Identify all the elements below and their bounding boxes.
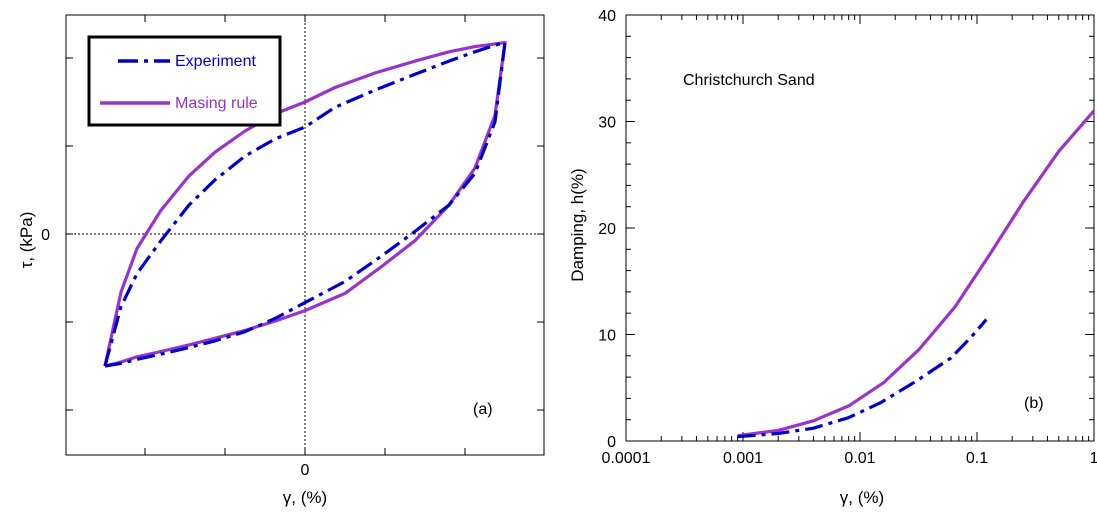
panel-b-ticks	[625, 14, 1094, 442]
legend-box	[87, 35, 282, 127]
legend: Experiment Masing rule	[87, 35, 282, 127]
panel-b-y-tick-label: 40	[598, 8, 616, 25]
panel-b-x-tick-label: 0.01	[844, 450, 875, 467]
panel-a-y-axis-title: τ, (kPa)	[17, 212, 36, 269]
panel-b-y-tick-label: 0	[607, 434, 616, 451]
panel-b-annotation: Christchurch Sand	[683, 72, 815, 89]
hysteresis-series-experiment	[103, 40, 507, 368]
panel-b-y-tick-label: 30	[598, 115, 616, 132]
panel-b-y-tick-label: 20	[598, 221, 616, 238]
panel-b-label: (b)	[1024, 395, 1044, 412]
panel-b-x-axis-title: γ, (%)	[840, 488, 884, 507]
legend-label-experiment: Experiment	[175, 53, 256, 70]
panel-a-x-axis-title: γ, (%)	[283, 488, 327, 507]
panel-a-label: (a)	[473, 401, 493, 418]
panel-b-x-tick-label: 1	[1090, 450, 1097, 467]
hysteresis-series-masing-rule	[103, 40, 507, 368]
panel-a-series	[103, 40, 507, 368]
panel-a-x-tick-label: 0	[301, 462, 310, 479]
legend-label-masing: Masing rule	[175, 95, 258, 112]
panel-b-x-tick-label: 0.0001	[602, 450, 651, 467]
damping-series-experiment	[737, 318, 988, 439]
panel-a-y-tick-label: 0	[41, 227, 50, 244]
panel-b-y-axis-title: Damping, h(%)	[568, 168, 587, 281]
damping-series-masing-rule	[737, 109, 1096, 438]
panel-b-series	[737, 109, 1096, 439]
hysteresis-panel: 0 0 γ, (%) τ, (kPa) (a) Experiment Masin…	[17, 14, 545, 507]
panel-b-x-tick-label: 0.1	[966, 450, 988, 467]
panel-b-y-tick-label: 10	[598, 328, 616, 345]
panel-b-x-tick-label: 0.001	[723, 450, 763, 467]
